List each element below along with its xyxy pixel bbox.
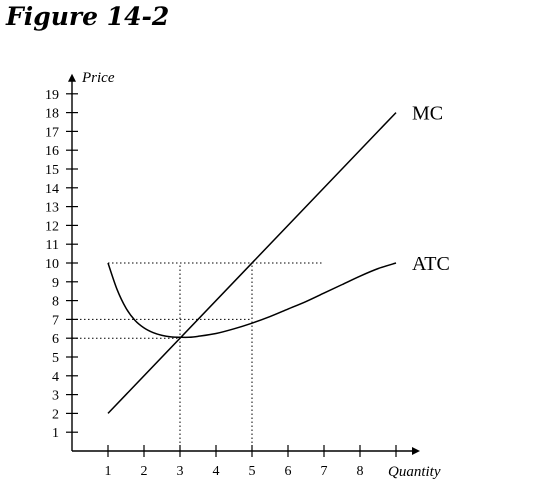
x-tick-label-7: 7 (321, 464, 328, 479)
y-tick-label-13: 13 (45, 201, 59, 216)
x-tick-label-2: 2 (141, 464, 148, 479)
y-tick-label-7: 7 (52, 313, 59, 328)
y-tick-label-14: 14 (45, 182, 59, 197)
y-axis-arrow (68, 73, 76, 82)
y-axis-label: Price (81, 70, 115, 86)
series: MC ATC (107, 103, 450, 414)
x-tick-label-8: 8 (357, 464, 364, 479)
x-axis-label: Quantity (388, 464, 441, 480)
y-tick-label-4: 4 (52, 370, 59, 385)
y-tick-label-6: 6 (52, 332, 59, 347)
y-tick-label-18: 18 (45, 107, 59, 122)
y-tick-label-19: 19 (45, 88, 59, 103)
y-tick-label-11: 11 (46, 238, 59, 253)
figure-title: Figure 14-2 (6, 2, 170, 31)
x-tick-label-5: 5 (249, 464, 256, 479)
x-tick-label-1: 1 (105, 464, 112, 479)
x-tick-label-6: 6 (285, 464, 292, 479)
x-axis: 1 2 3 4 5 6 7 8 (72, 445, 420, 479)
y-tick-label-8: 8 (52, 295, 59, 310)
y-tick-label-10: 10 (45, 257, 59, 272)
y-tick-label-9: 9 (52, 276, 59, 291)
y-tick-label-3: 3 (52, 389, 59, 404)
mc-curve (107, 112, 397, 414)
mc-label: MC (412, 103, 443, 125)
x-axis-arrow (412, 447, 420, 455)
y-tick-label-1: 1 (52, 426, 59, 441)
atc-curve (107, 262, 397, 339)
y-tick-label-16: 16 (45, 144, 59, 159)
y-tick-label-15: 15 (45, 163, 59, 178)
y-tick-label-17: 17 (45, 125, 59, 140)
atc-label: ATC (412, 253, 450, 275)
y-tick-label-5: 5 (52, 351, 59, 366)
y-tick-label-12: 12 (45, 219, 59, 234)
x-tick-label-4: 4 (213, 464, 220, 479)
x-tick-label-3: 3 (177, 464, 184, 479)
reference-lines (72, 262, 324, 451)
y-tick-label-2: 2 (52, 407, 59, 422)
